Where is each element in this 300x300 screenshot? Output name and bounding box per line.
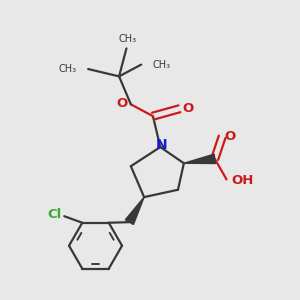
Text: O: O [183,102,194,115]
Text: OH: OH [231,174,253,188]
Text: CH₃: CH₃ [58,64,76,74]
Text: O: O [225,130,236,143]
Text: O: O [116,97,128,110]
Polygon shape [125,197,144,224]
Text: CH₃: CH₃ [119,34,137,44]
Text: Cl: Cl [47,208,61,221]
Text: N: N [156,138,167,152]
Text: CH₃: CH₃ [153,60,171,70]
Polygon shape [184,154,215,164]
